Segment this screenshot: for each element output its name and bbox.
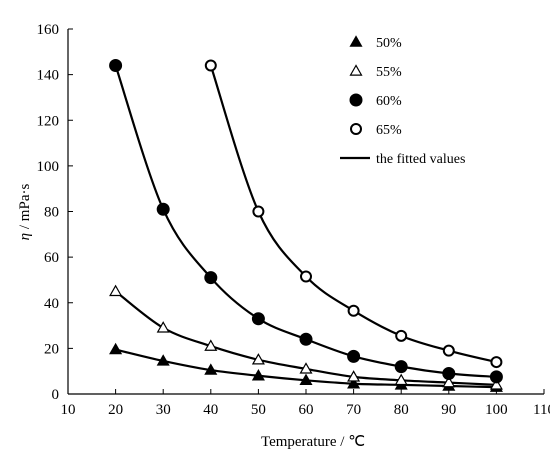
y-tick-label: 140 — [37, 68, 60, 84]
data-point-series-2 — [394, 373, 408, 386]
legend-marker-3 — [349, 93, 363, 107]
legend-label-1: 50% — [376, 36, 402, 51]
data-point-series-3 — [394, 360, 408, 374]
data-point-series-3 — [489, 370, 503, 384]
data-point-series-4 — [442, 344, 455, 357]
y-tick-label: 20 — [44, 341, 59, 357]
data-point-series-1 — [347, 377, 361, 389]
x-tick-label: 70 — [346, 402, 361, 418]
x-tick-label: 20 — [108, 402, 123, 418]
data-point-series-2 — [109, 284, 123, 297]
x-tick-label: 10 — [61, 402, 76, 418]
x-tick-label: 30 — [156, 402, 171, 418]
y-tick-label: 0 — [52, 387, 60, 403]
legend-marker-1 — [349, 35, 363, 47]
y-tick-label: 80 — [44, 205, 59, 221]
legend-label-3: 60% — [376, 94, 402, 109]
x-tick-label: 60 — [299, 402, 314, 418]
data-point-series-3 — [442, 366, 456, 380]
y-tick-label: 100 — [37, 159, 60, 175]
data-point-series-3 — [251, 312, 265, 326]
fitted-curve-3 — [114, 65, 497, 378]
y-axis-title: η / mPa·s — [17, 184, 33, 241]
data-point-series-1 — [156, 354, 170, 366]
y-tick-label: 120 — [37, 113, 60, 129]
legend-label-4: 65% — [376, 123, 402, 138]
data-point-series-4 — [204, 59, 217, 72]
legend: 50% 55% 60% 65% the fitted values — [340, 35, 465, 167]
y-tick-label: 60 — [44, 250, 59, 266]
data-points — [109, 59, 503, 392]
data-point-series-4 — [300, 270, 312, 283]
data-point-series-1 — [204, 363, 218, 375]
legend-label-fitted: the fitted values — [376, 152, 465, 167]
data-point-series-2 — [251, 353, 265, 365]
y-tick-label: 160 — [37, 22, 60, 38]
data-point-series-2 — [489, 378, 503, 390]
x-tick-label: 110 — [533, 402, 550, 418]
data-point-series-1 — [109, 342, 123, 355]
data-point-series-4 — [347, 304, 360, 317]
data-point-series-3 — [347, 349, 361, 363]
data-point-series-2 — [204, 339, 218, 351]
data-point-series-2 — [347, 370, 361, 382]
y-tick-label: 40 — [44, 296, 59, 312]
legend-label-2: 55% — [376, 65, 402, 80]
y-axis-symbol: η — [17, 233, 33, 240]
x-tick-label: 40 — [203, 402, 218, 418]
legend-marker-4 — [350, 123, 362, 135]
x-axis-title: Temperature / ℃ — [261, 434, 365, 450]
x-tick-label: 50 — [251, 402, 266, 418]
legend-marker-2 — [349, 64, 363, 76]
data-point-series-2 — [299, 362, 313, 374]
data-point-series-3 — [156, 202, 170, 216]
data-point-series-3 — [204, 271, 218, 285]
x-tick-label: 100 — [485, 402, 508, 418]
data-point-series-2 — [442, 375, 456, 388]
data-point-series-1 — [251, 369, 265, 381]
data-point-series-4 — [252, 205, 265, 218]
x-tick-label: 90 — [441, 402, 456, 418]
data-point-series-3 — [299, 332, 313, 346]
y-axis-unit: / mPa·s — [17, 184, 33, 233]
data-point-series-2 — [156, 321, 170, 333]
axes: 10 20 30 40 50 60 70 80 90 100 110 0 20 40 60 80 100 120 1… — [37, 22, 550, 418]
x-tick-label: 80 — [394, 402, 409, 418]
data-point-series-3 — [109, 59, 123, 72]
data-point-series-1 — [299, 373, 313, 386]
data-point-series-4 — [490, 356, 503, 369]
data-point-series-4 — [395, 329, 408, 342]
